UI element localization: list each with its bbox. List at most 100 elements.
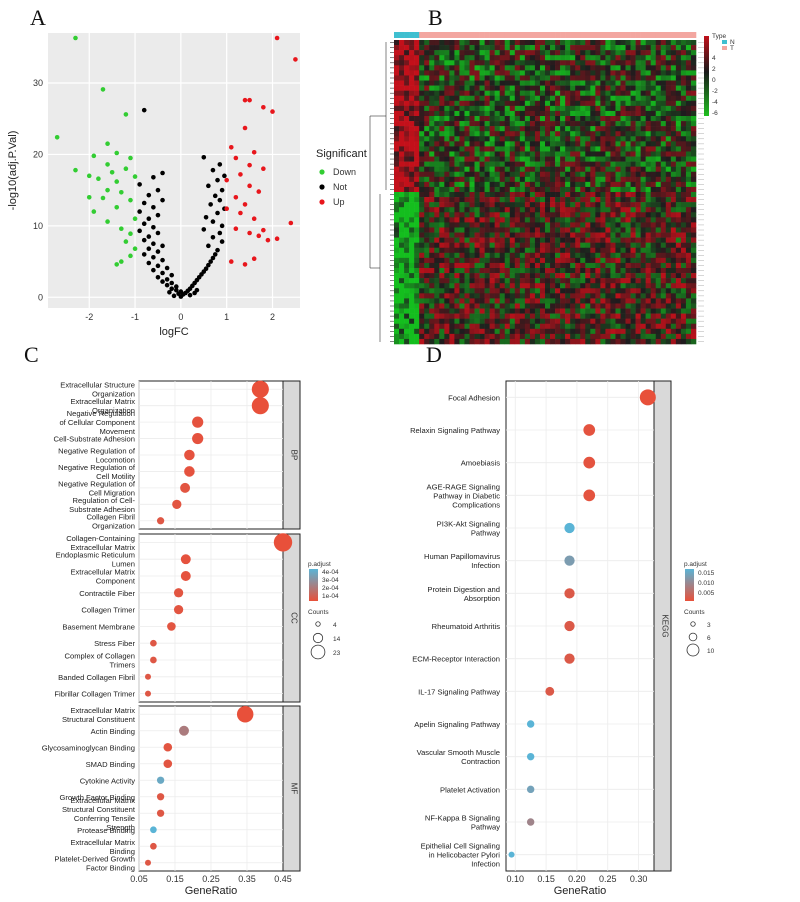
heatmap-cell: [424, 252, 430, 259]
heatmap-cell: [444, 131, 450, 137]
heatmap-cell: [660, 131, 667, 137]
heatmap-cell: [655, 176, 662, 183]
heatmap-cell: [630, 207, 636, 213]
heatmap-cell: [414, 283, 420, 289]
heatmap-cell: [484, 217, 490, 223]
heatmap-cell: [625, 50, 631, 56]
heatmap-cell: [630, 80, 636, 86]
heatmap-cell: [655, 50, 662, 56]
point-not: [151, 174, 156, 180]
heatmap-cell: [600, 237, 606, 243]
heatmap-cell: [555, 90, 561, 97]
heatmap-cell: [560, 55, 566, 61]
heatmap-cell: [570, 338, 576, 345]
heatmap-cell: [434, 70, 440, 76]
heatmap-cell: [404, 176, 410, 183]
term-label: IL-17 Signaling Pathway: [418, 687, 500, 696]
heatmap-cell: [499, 303, 506, 309]
heatmap-cell: [449, 252, 455, 259]
heatmap-cell: [399, 237, 405, 243]
heatmap-cell: [610, 217, 616, 223]
heatmap-cell: [509, 141, 516, 147]
heatmap-cell: [424, 207, 430, 213]
heatmap-cell: [514, 181, 521, 188]
heatmap-cell: [595, 192, 601, 198]
heatmap-cell: [469, 156, 475, 162]
heatmap-cell: [499, 40, 506, 46]
heatmap-cell: [489, 151, 495, 157]
heatmap-cell: [534, 136, 541, 142]
heatmap-cell: [439, 222, 445, 228]
heatmap-cell: [690, 90, 697, 97]
heatmap-cell: [414, 252, 420, 259]
heatmap-cell: [409, 237, 415, 243]
heatmap-cell: [514, 283, 521, 289]
heatmap-cell: [409, 105, 415, 112]
heatmap-cell: [409, 318, 415, 325]
heatmap-cell: [499, 151, 506, 157]
heatmap-cell: [620, 141, 626, 147]
heatmap-cell: [434, 313, 440, 319]
heatmap-cell: [479, 40, 485, 46]
heatmap-cell: [429, 100, 435, 107]
heatmap-cell: [660, 247, 667, 254]
heatmap-cell: [424, 328, 430, 335]
heatmap-cell: [399, 176, 405, 183]
heatmap-cell: [635, 90, 641, 97]
heatmap-cell: [534, 222, 541, 228]
heatmap-cell: [474, 90, 480, 97]
heatmap-cell: [504, 60, 511, 66]
heatmap-cell: [690, 247, 697, 254]
heatmap-cell: [394, 202, 400, 208]
heatmap-cell: [479, 232, 485, 238]
heatmap-cell: [690, 176, 697, 183]
heatmap-cell: [565, 278, 571, 284]
point-not: [151, 267, 156, 273]
heatmap-cell: [434, 176, 440, 183]
heatmap-cell: [539, 338, 546, 345]
heatmap-cell: [660, 257, 667, 264]
heatmap-cell: [605, 333, 611, 340]
heatmap-cell: [670, 166, 677, 173]
heatmap-cell: [434, 110, 440, 117]
heatmap-cell: [504, 55, 511, 61]
heatmap-cell: [580, 171, 586, 178]
heatmap-cell: [670, 90, 677, 97]
heatmap-cell: [404, 262, 410, 269]
heatmap-cell: [580, 217, 586, 223]
heatmap-cell: [454, 283, 460, 289]
heatmap-cell: [439, 197, 445, 203]
term-dot: [172, 499, 182, 509]
heatmap-cell: [600, 288, 606, 294]
heatmap-cell: [690, 121, 697, 127]
point-not: [203, 214, 209, 220]
heatmap-cell: [620, 283, 626, 289]
heatmap-cell: [534, 192, 541, 198]
heatmap-cell: [444, 212, 450, 218]
heatmap-cell: [429, 288, 435, 294]
heatmap-cell: [685, 227, 692, 233]
heatmap-cell: [514, 116, 521, 122]
size-legend-label: 4: [333, 622, 337, 629]
heatmap-cell: [660, 95, 667, 102]
heatmap-cell: [560, 95, 566, 102]
heatmap-cell: [545, 313, 551, 319]
heatmap-cell: [404, 105, 410, 112]
heatmap-cell: [439, 186, 445, 193]
heatmap-cell: [620, 136, 626, 142]
heatmap-cell: [394, 268, 400, 274]
heatmap-cell: [409, 156, 415, 162]
x-tick-label: 0.25: [599, 874, 617, 884]
heatmap-cell: [630, 293, 636, 299]
heatmap-cell: [615, 308, 621, 314]
point-down: [132, 174, 138, 179]
heatmap-cell: [409, 227, 415, 233]
term-label: Protease Binding: [77, 826, 135, 835]
heatmap-cell: [650, 192, 657, 198]
heatmap-cell: [504, 100, 511, 107]
heatmap-cell: [519, 288, 526, 294]
heatmap-cell: [494, 65, 500, 71]
heatmap-cell: [524, 161, 531, 167]
size-legend-key: [690, 621, 696, 627]
heatmap-cell: [570, 171, 576, 178]
